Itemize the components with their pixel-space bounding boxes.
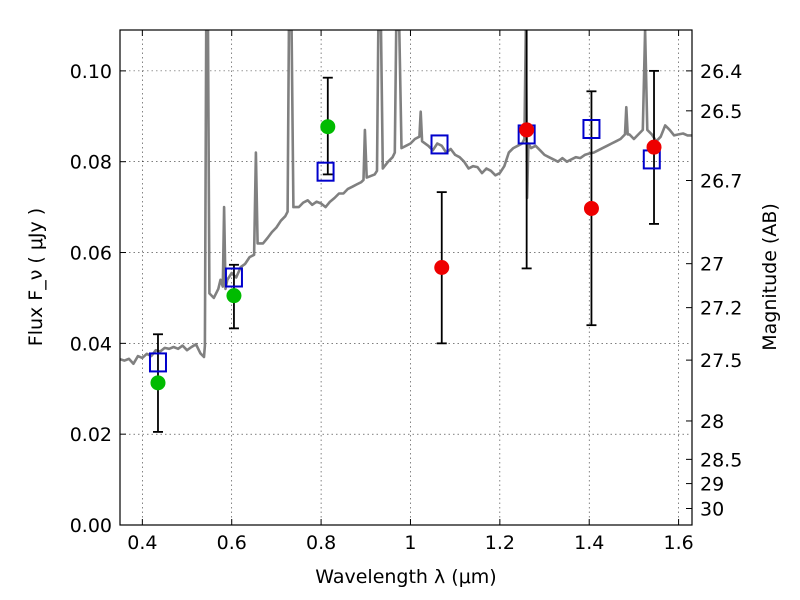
- right-tick-label: 26.7: [700, 171, 742, 193]
- right-tick-label: 26.5: [700, 101, 742, 123]
- right-tick-label: 28: [700, 411, 724, 433]
- green-data-point: [150, 375, 166, 391]
- x-tick-label: 1.4: [574, 532, 604, 554]
- model-square-marker: [316, 161, 335, 182]
- x-tick-label: 0.4: [127, 532, 157, 554]
- right-tick-label: 27.5: [700, 350, 742, 372]
- model-square-marker: [148, 352, 167, 373]
- model-square-marker: [582, 119, 601, 139]
- red-data-point: [646, 139, 662, 155]
- right-tick-label: 26.4: [700, 61, 742, 83]
- data-layer: [120, 30, 692, 433]
- green-data-point: [320, 119, 336, 135]
- red-data-point: [519, 122, 535, 138]
- x-tick-label: 1.2: [485, 532, 515, 554]
- y-tick-label: 0.02: [70, 424, 112, 446]
- y-tick-label: 0.00: [70, 515, 112, 537]
- right-tick-label: 30: [700, 499, 724, 521]
- y-tick-label: 0.08: [70, 152, 112, 174]
- red-data-point: [583, 200, 599, 216]
- y-tick-label: 0.10: [70, 61, 112, 83]
- model-square-marker: [224, 267, 243, 288]
- y-tick-label: 0.04: [70, 333, 112, 355]
- right-tick-label: 28.5: [700, 449, 742, 471]
- right-tick-label: 29: [700, 474, 724, 496]
- right-tick-label: 27.2: [700, 298, 742, 320]
- model-square-marker: [430, 134, 449, 155]
- x-axis-label: Wavelength λ (μm): [315, 566, 496, 588]
- plot-frame: [119, 29, 693, 526]
- grid-layer: [120, 30, 692, 526]
- model-spectrum-line: [120, 30, 692, 366]
- right-tick-label: 27: [700, 254, 724, 276]
- red-data-point: [434, 260, 450, 276]
- x-tick-label: 1.6: [663, 532, 693, 554]
- x-tick-label: 0.8: [306, 532, 336, 554]
- x-tick-label: 1: [404, 532, 416, 554]
- green-data-point: [226, 288, 242, 304]
- tick-layer: 0.4 0.6 0.8 1 1.2 1.4 1.6 0.00 0.02 0.04 0.06 0.08 0…: [70, 30, 742, 554]
- y-tick-label: 0.06: [70, 243, 112, 265]
- y-axis-label: Flux F_ν ( μJy ): [25, 208, 47, 346]
- right-axis-label: Magnitude (AB): [759, 203, 781, 351]
- x-tick-label: 0.6: [217, 532, 247, 554]
